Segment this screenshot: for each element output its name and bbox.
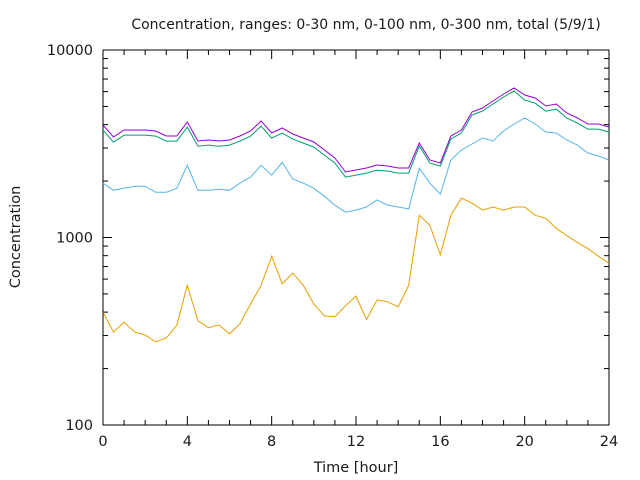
x-tick-label: 0 <box>98 434 107 450</box>
plot-frame <box>102 49 610 426</box>
series-line-0 <box>102 87 610 173</box>
x-tick-label: 4 <box>183 434 192 450</box>
x-tick-label: 12 <box>347 434 365 450</box>
x-tick-label: 24 <box>600 434 618 450</box>
series-layer <box>102 87 610 343</box>
series-line-3 <box>102 197 610 343</box>
y-axis-label: Concentration <box>8 186 24 289</box>
y-tick-label: 10000 <box>47 43 93 59</box>
chart-title: Concentration, ranges: 0-30 nm, 0-100 nm… <box>131 17 600 33</box>
series-line-2 <box>102 117 610 213</box>
x-tick-label: 16 <box>431 434 449 450</box>
y-tick-label: 100 <box>65 418 93 434</box>
x-axis-label: Time [hour] <box>313 460 399 476</box>
y-axis: 100 1000 10000 <box>47 43 609 434</box>
series-line-1 <box>102 90 610 178</box>
x-axis: 0 4 8 12 16 20 24 <box>98 50 618 450</box>
x-tick-label: 8 <box>267 434 276 450</box>
y-tick-label: 1000 <box>56 231 93 247</box>
x-tick-label: 20 <box>515 434 533 450</box>
plot-border <box>102 49 610 426</box>
